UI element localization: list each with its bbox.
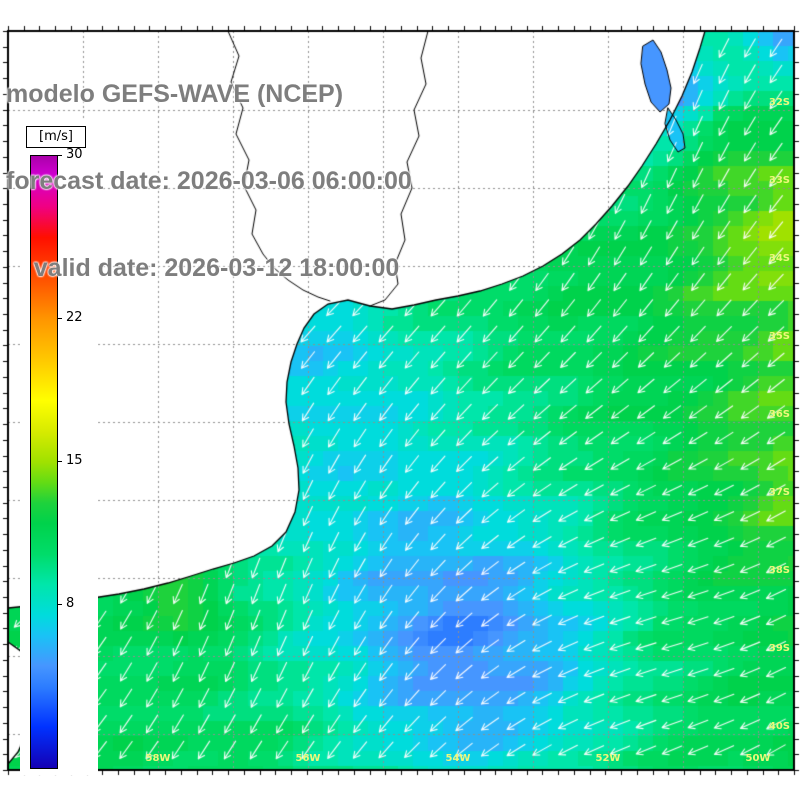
colorbar-unit-label: [m/s] xyxy=(26,126,86,148)
forecast-date-line: forecast date: 2026-03-06 06:00:00 xyxy=(6,167,412,195)
colorbar-tick-label: 8 xyxy=(66,595,75,611)
model-title: modelo GEFS-WAVE (NCEP) xyxy=(6,80,344,108)
colorbar-tick-mark xyxy=(57,155,62,156)
colorbar-tick-mark xyxy=(57,318,62,320)
colorbar-tick-mark xyxy=(57,603,62,605)
colorbar-tick-label: 22 xyxy=(66,310,83,326)
figure-title-block: modelo GEFS-WAVE (NCEP) forecast date: 2… xyxy=(6,22,412,341)
valid-date-line: valid date: 2026-03-12 18:00:00 xyxy=(6,254,400,282)
colorbar-gradient xyxy=(30,155,58,769)
colorbar-tick-mark xyxy=(57,461,62,462)
colorbar-tick-label: 30 xyxy=(66,147,83,162)
colorbar-tick-label: 15 xyxy=(66,453,83,468)
colorbar-legend: [m/s] 30 22 15 8 xyxy=(20,120,98,775)
